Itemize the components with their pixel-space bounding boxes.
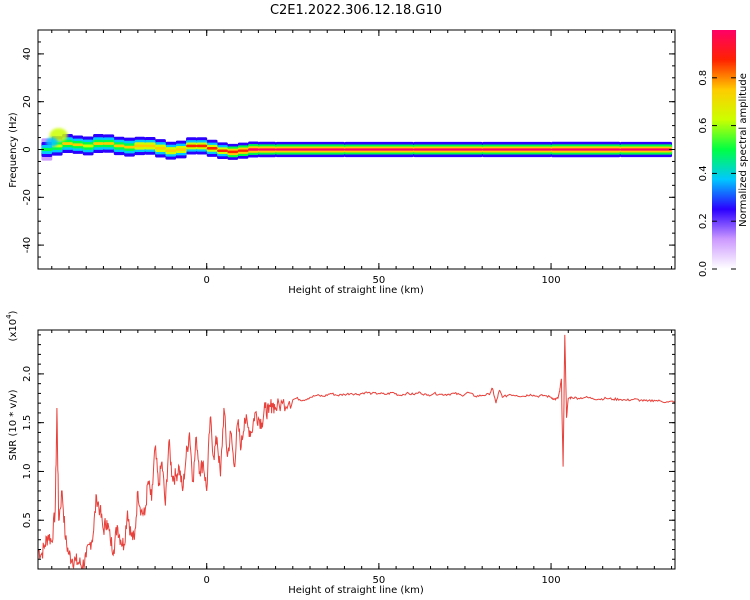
x-tick-label: 50 [373,275,386,286]
ridge-core-segment [551,148,621,151]
y-tick-label: 1.0 [22,463,33,479]
colorbar-label: Normalized spectral amplitude [738,73,749,227]
colorbar-ticks: 0.0 0.2 0.4 0.6 0.8 [698,70,736,277]
ridge-core-segment [196,144,208,148]
ridge-core-segment [413,148,483,151]
x-tick-label: 100 [541,575,560,586]
multiplier-prefix: (x10 [8,319,19,342]
snr-frame [37,329,676,570]
colorbar: 0.0 0.2 0.4 0.6 0.8 Normalized spectral ampl… [698,30,749,277]
ridge-core-segment [248,148,259,151]
y-tick-label: 40 [22,48,33,61]
y-tick-label: 1.5 [22,415,33,431]
colorbar-tick-label: 0.6 [698,118,709,134]
spectrogram-y-axis-label: Frequency (Hz) [8,112,19,188]
x-tick-label: 0 [204,275,210,286]
ridge-core-segment [72,143,84,147]
colorbar-tick-label: 0.2 [698,213,709,229]
ridge-core-segment [175,148,187,151]
y-tick-label: 2.0 [22,366,33,382]
ridge-core-segment [103,142,115,145]
multiplier-exponent: 4 [5,314,13,319]
spectrogram-marks [41,128,673,161]
ridge-core-segment [155,146,166,150]
ridge-core-segment [227,150,239,154]
ridge-core-segment [113,144,125,148]
x-tick-label: 0 [204,575,210,586]
x-tick-label: 100 [541,275,560,286]
ridge-core-segment [41,147,53,152]
ridge-core-segment [165,149,177,153]
ridge-core-segment [62,142,73,145]
colorbar-bar [712,30,736,269]
ridge-core-segment [217,149,228,152]
ridge-core-segment [82,144,94,148]
chart-title: C2E1.2022.306.12.18.G10 [270,3,442,18]
ridge-core-segment [144,144,156,148]
snr-x-axis-label: Height of straight line (km) [288,585,424,596]
colorbar-tick-label: 0.8 [698,70,709,86]
ridge-core-segment [186,144,197,148]
ridge-core-segment [206,147,218,150]
snr-y-ticks: 0.5 1.0 1.5 2.0 [22,334,675,570]
y-tick-label: 20 [22,95,33,108]
spectrogram-x-axis-label: Height of straight line (km) [288,285,424,296]
ridge-core-segment [482,148,552,151]
y-tick-label: 0.5 [22,512,33,528]
spectrogram-blob [45,137,58,148]
spectrogram-x-ticks: 0 50 100 [51,30,673,286]
snr-y-axis-label: SNR (10 * v/v) [8,389,19,460]
snr-y-multiplier: (x104) [5,310,19,341]
ridge-core-segment [275,148,345,151]
ridge-core-segment [344,148,414,151]
spectrogram-panel: 0 50 100 -40 -20 0 20 40 Height of straight li… [8,29,676,296]
ridge-core-segment [124,145,135,149]
x-tick-label: 50 [373,575,386,586]
multiplier-suffix: ) [8,310,19,314]
ridge-core-segment [258,148,277,151]
colorbar-tick-label: 0.4 [698,165,709,181]
y-tick-label: -40 [22,237,33,253]
y-tick-label: 0 [22,146,33,152]
snr-panel: 0 50 100 0.5 1.0 1.5 2.0 Height of straight l… [5,310,676,596]
spectrogram-y-ticks: -40 -20 0 20 40 [22,29,675,270]
y-tick-label: -20 [22,189,33,205]
snr-x-ticks: 0 50 100 [51,330,673,586]
snr-series-line [38,334,675,569]
colorbar-tick-label: 0.0 [698,261,709,277]
ridge-core-segment [619,148,673,151]
snr-marks [38,334,675,569]
ridge-core-segment [237,149,249,152]
ridge-core-segment [93,142,104,145]
ridge-core-segment [134,144,146,148]
